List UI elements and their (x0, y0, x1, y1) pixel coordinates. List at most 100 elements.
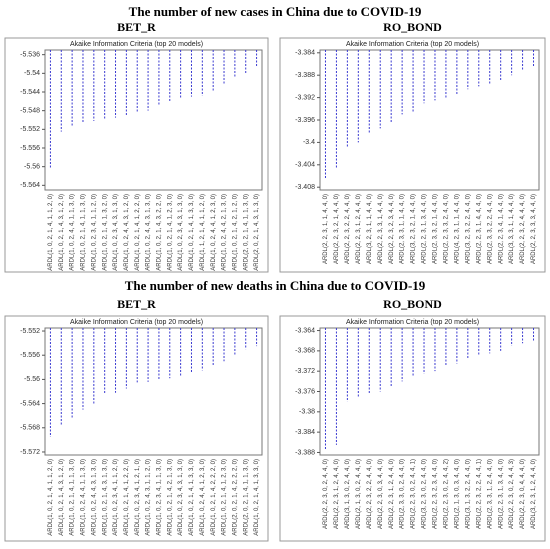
x-tick-label: ARDL(2, 2, 3, 0, 2, 4, 4, 0) (323, 459, 329, 529)
x-tick-label: ARDL(2, 2, 3, 1, 4, 4, 4, 0) (476, 194, 482, 264)
x-tick-label: ARDL(2, 3, 3, 2, 1, 4, 4, 0) (433, 194, 439, 264)
x-tick-label: ARDL(1, 0, 2, 1, 4, 1, 3, 2, 0) (102, 194, 108, 271)
x-tick-label: ARDL(1, 0, 2, 3, 4, 1, 1, 2, 0) (91, 194, 97, 271)
x-tick-label: ARDL(2, 2, 3, 1, 3, 4, 4, 0) (498, 459, 504, 529)
y-tick-label: -5.556 (20, 145, 40, 152)
y-tick-label: -5.556 (20, 352, 40, 359)
x-tick-label: ARDL(3, 1, 3, 2, 2, 4, 4, 0) (465, 459, 471, 529)
x-tick-label: ARDL(1, 0, 2, 1, 4, 1, 2, 3, 0) (222, 459, 228, 536)
x-tick-label: ARDL(2, 2, 3, 3, 2, 4, 4, 0) (444, 194, 450, 264)
x-tick-label: ARDL(1, 0, 2, 4, 4, 2, 1, 3, 0) (222, 194, 228, 271)
x-tick-label: ARDL(1, 0, 2, 3, 4, 1, 1, 3, 0) (157, 459, 163, 536)
x-tick-label: ARDL(1, 0, 2, 1, 4, 2, 1, 2, 0) (232, 194, 238, 271)
y-tick-label: -3.384 (295, 429, 315, 436)
x-tick-label: ARDL(1, 0, 2, 4, 4, 1, 2, 3, 0) (211, 194, 217, 271)
y-tick-label: -5.544 (20, 89, 40, 96)
y-tick-label: -3.404 (295, 162, 315, 169)
x-tick-label: ARDL(1, 0, 2, 1, 4, 3, 2, 2, 0) (157, 194, 163, 271)
x-tick-label: ARDL(2, 2, 3, 0, 2, 4, 4, 3) (509, 459, 515, 529)
x-tick-label: ARDL(1, 0, 2, 3, 4, 3, 1, 3, 0) (178, 459, 184, 536)
x-tick-label: ARDL(3, 3, 3, 1, 1, 4, 4, 0) (509, 194, 515, 264)
x-tick-label: ARDL(2, 2, 3, 2, 2, 4, 4, 0) (367, 459, 373, 529)
x-tick-label: ARDL(1, 0, 2, 4, 4, 3, 1, 3, 0) (91, 459, 97, 536)
x-tick-label: ARDL(1, 0, 2, 1, 4, 1, 2, 3, 0) (167, 194, 173, 271)
x-tick-label: ARDL(2, 3, 3, 1, 1, 4, 4, 0) (400, 194, 406, 264)
x-tick-label: ARDL(3, 1, 3, 0, 2, 4, 4, 0) (345, 459, 351, 529)
y-tick-label: -5.564 (20, 400, 40, 407)
x-tick-label: ARDL(3, 2, 3, 1, 1, 4, 4, 0) (367, 194, 373, 264)
x-tick-label: ARDL(2, 2, 3, 3, 3, 4, 4, 0) (531, 194, 537, 264)
x-tick-label: ARDL(1, 0, 2, 1, 4, 1, 1, 3, 0) (70, 459, 76, 536)
y-tick-label: -3.396 (295, 117, 315, 124)
y-tick-label: -3.368 (295, 348, 315, 355)
y-tick-label: -5.552 (20, 126, 40, 133)
x-tick-label: ARDL(1, 0, 2, 1, 4, 3, 1, 2, 0) (59, 459, 65, 536)
x-tick-label: ARDL(1, 0, 2, 1, 4, 1, 1, 2, 0) (48, 194, 54, 271)
y-tick-label: -5.568 (20, 425, 40, 432)
x-tick-label: ARDL(1, 0, 2, 4, 4, 3, 1, 2, 0) (124, 194, 130, 271)
chart-subtitle: BET_R (117, 20, 156, 34)
x-tick-label: ARDL(1, 0, 2, 1, 4, 1, 1, 3, 0) (81, 194, 87, 271)
y-tick-label: -5.552 (20, 328, 40, 335)
x-tick-label: ARDL(1, 0, 2, 1, 4, 1, 2, 2, 0) (135, 194, 141, 271)
x-tick-label: ARDL(2, 0, 2, 1, 4, 3, 1, 3, 0) (254, 194, 260, 271)
y-tick-label: -5.548 (20, 108, 40, 115)
y-tick-label: -3.392 (295, 94, 315, 101)
x-tick-label: ARDL(2, 2, 3, 1, 2, 4, 4, 0) (389, 459, 395, 529)
x-tick-label: ARDL(1, 0, 2, 4, 4, 1, 2, 3, 0) (200, 459, 206, 536)
y-tick-label: -5.564 (20, 182, 40, 189)
y-tick-label: -3.384 (295, 50, 315, 57)
x-tick-label: ARDL(2, 2, 3, 2, 2, 4, 4, 0) (345, 194, 351, 264)
x-tick-label: ARDL(2, 2, 3, 2, 3, 4, 4, 0) (389, 194, 395, 264)
x-tick-label: ARDL(1, 0, 2, 1, 4, 3, 1, 2, 0) (59, 194, 65, 271)
x-tick-label: ARDL(2, 3, 3, 2, 2, 4, 4, 0) (487, 194, 493, 264)
y-tick-label: -3.388 (295, 72, 315, 79)
x-tick-label: ARDL(2, 2, 3, 1, 2, 4, 4, 0) (334, 459, 340, 529)
x-tick-label: ARDL(1, 0, 2, 3, 4, 3, 1, 3, 0) (178, 194, 184, 271)
chart-title: Akaike Information Criteria (top 20 mode… (346, 319, 479, 326)
x-tick-label: ARDL(2, 2, 3, 1, 1, 4, 4, 0) (323, 194, 329, 264)
x-tick-label: ARDL(1, 0, 2, 1, 4, 3, 1, 3, 0) (102, 459, 108, 536)
y-tick-label: -5.54 (24, 70, 40, 77)
x-tick-label: ARDL(3, 2, 3, 1, 2, 4, 4, 0) (531, 459, 537, 529)
x-tick-label: ARDL(2, 2, 3, 0, 2, 4, 4, 2) (444, 459, 450, 529)
x-tick-label: ARDL(1, 0, 2, 4, 4, 1, 1, 3, 0) (81, 459, 87, 536)
x-tick-label: ARDL(3, 2, 3, 0, 2, 4, 4, 0) (422, 459, 428, 529)
x-tick-label: ARDL(3, 2, 3, 2, 1, 4, 4, 0) (411, 194, 417, 264)
y-tick-label: -3.376 (295, 388, 315, 395)
x-tick-label: ARDL(1, 0, 2, 3, 4, 3, 1, 3, 0) (113, 194, 119, 271)
x-tick-label: ARDL(1, 0, 2, 1, 4, 1, 1, 2, 0) (48, 459, 54, 536)
x-tick-label: ARDL(2, 2, 3, 2, 2, 4, 4, 1) (476, 459, 482, 529)
y-tick-label: -3.372 (295, 368, 315, 375)
x-tick-label: ARDL(1, 0, 2, 3, 4, 1, 1, 2, 0) (113, 459, 119, 536)
panel-frame (279, 315, 546, 542)
x-tick-label: ARDL(1, 0, 2, 4, 3, 1, 1, 2, 0) (146, 459, 152, 536)
x-tick-label: ARDL(2, 2, 3, 1, 2, 4, 4, 0) (356, 194, 362, 264)
x-tick-label: ARDL(2, 2, 3, 3, 1, 4, 4, 0) (378, 194, 384, 264)
x-tick-label: ARDL(2, 2, 3, 0, 2, 4, 4, 1) (411, 459, 417, 529)
plot-frame (44, 49, 263, 191)
x-tick-label: ARDL(2, 2, 3, 1, 3, 4, 4, 0) (422, 194, 428, 264)
y-tick-label: -3.388 (295, 449, 315, 456)
x-tick-label: ARDL(2, 2, 3, 2, 3, 4, 4, 0) (433, 459, 439, 529)
x-tick-label: ARDL(1, 0, 2, 1, 4, 1, 3, 3, 0) (254, 459, 260, 536)
y-tick-label: -5.536 (20, 52, 40, 59)
x-tick-label: ARDL(1, 1, 2, 1, 4, 1, 1, 2, 0) (200, 194, 206, 271)
chart-subtitle: RO_BOND (383, 20, 442, 34)
x-tick-label: ARDL(2, 0, 2, 1, 4, 2, 2, 2, 0) (232, 459, 238, 536)
x-tick-label: ARDL(1, 0, 2, 1, 4, 1, 3, 3, 0) (189, 194, 195, 271)
x-tick-label: ARDL(2, 2, 3, 0, 3, 4, 4, 0) (378, 459, 384, 529)
chart-subtitle: RO_BOND (383, 297, 442, 311)
chart-subtitle: BET_R (117, 297, 156, 311)
x-tick-label: ARDL(2, 2, 3, 2, 1, 4, 4, 0) (334, 194, 340, 264)
x-tick-label: ARDL(2, 0, 2, 1, 4, 1, 1, 3, 0) (243, 194, 249, 271)
x-tick-label: ARDL(2, 2, 3, 0, 4, 4, 4, 0) (520, 459, 526, 529)
plot-frame (44, 327, 263, 456)
x-tick-label: ARDL(3, 2, 3, 2, 2, 4, 4, 0) (465, 194, 471, 264)
y-tick-label: -3.4 (303, 139, 315, 146)
x-tick-label: ARDL(1, 0, 2, 1, 4, 2, 1, 3, 0) (167, 459, 173, 536)
y-tick-label: -5.572 (20, 449, 40, 456)
y-tick-label: -3.38 (299, 409, 315, 416)
